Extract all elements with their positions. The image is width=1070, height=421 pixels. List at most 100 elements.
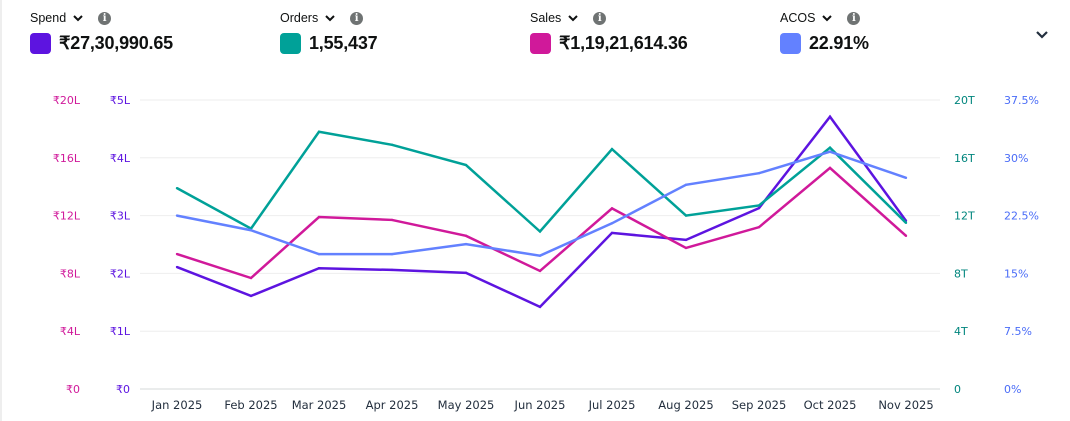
data-point-acos [610, 222, 614, 225]
data-point-acos [464, 242, 468, 246]
axis-tick-sales_left: ₹0 [66, 383, 80, 396]
legend-swatch-acos[interactable] [780, 33, 801, 54]
data-point-sales [175, 252, 179, 256]
data-point-spend [828, 115, 832, 118]
data-point-sales [249, 276, 253, 280]
x-tick-label: Nov 2025 [878, 398, 933, 412]
data-point-spend [249, 294, 253, 298]
data-point-sales [317, 215, 321, 219]
axis-tick-spend_left: ₹2L [110, 267, 131, 280]
x-tick-label: Oct 2025 [804, 398, 857, 412]
data-point-spend [684, 238, 688, 242]
data-point-sales [390, 218, 394, 222]
axis-tick-spend_left: ₹0 [116, 383, 130, 396]
axis-tick-orders_right: 0 [954, 383, 961, 396]
data-point-acos [757, 172, 761, 175]
metric-value: 22.91% [809, 33, 869, 53]
axis-tick-acos_right: 37.5% [1004, 94, 1039, 107]
series-line-spend [176, 114, 908, 309]
metric-label: Spend [30, 11, 67, 25]
x-tick-label: Jul 2025 [588, 398, 636, 412]
metric-value: 1,55,437 [309, 33, 378, 53]
data-point-orders [464, 163, 468, 167]
data-point-orders [538, 230, 542, 233]
data-point-spend [317, 266, 321, 270]
data-point-orders [684, 214, 688, 217]
x-tick-label: Sep 2025 [732, 398, 787, 412]
axis-tick-acos_right: 15% [1004, 267, 1028, 280]
data-point-orders [757, 204, 761, 207]
data-point-spend [175, 265, 179, 269]
axis-tick-sales_left: ₹12L [53, 210, 81, 223]
x-tick-label: May 2025 [438, 398, 495, 412]
data-point-orders [175, 186, 179, 190]
data-point-spend [390, 268, 394, 272]
metric-orders[interactable]: Orders i 1,55,437 [280, 9, 378, 54]
axis-tick-spend_left: ₹3L [110, 210, 131, 223]
info-icon[interactable]: i [593, 11, 607, 25]
metric-value: ₹1,19,21,614.36 [559, 33, 688, 53]
legend-swatch-sales[interactable] [530, 33, 551, 54]
x-tick-label: Feb 2025 [224, 398, 277, 412]
data-point-acos [249, 229, 253, 232]
x-tick-label: Jun 2025 [514, 398, 566, 412]
series-line-orders [176, 130, 907, 234]
data-point-orders [610, 147, 614, 151]
axis-tick-sales_left: ₹16L [53, 152, 81, 165]
metric-sales[interactable]: Sales i ₹1,19,21,614.36 [530, 9, 688, 54]
data-point-orders [904, 221, 908, 225]
expand-chevron-down-icon[interactable] [1034, 28, 1050, 42]
axis-tick-orders_right: 16T [954, 152, 975, 165]
axis-tick-sales_left: ₹4L [60, 325, 81, 338]
chevron-down-icon[interactable] [324, 12, 336, 24]
axis-tick-spend_left: ₹1L [110, 325, 131, 338]
metric-value: ₹27,30,990.65 [59, 33, 173, 53]
data-point-acos [904, 176, 908, 180]
info-icon[interactable]: i [350, 11, 364, 25]
chevron-down-icon[interactable] [72, 12, 84, 24]
data-point-sales [684, 246, 688, 250]
axis-tick-sales_left: ₹20L [53, 94, 81, 107]
axis-tick-acos_right: 22.5% [1004, 210, 1039, 223]
data-point-sales [828, 166, 832, 170]
axis-tick-sales_left: ₹8L [60, 267, 81, 280]
axis-tick-acos_right: 30% [1004, 152, 1028, 165]
axis-tick-spend_left: ₹4L [110, 152, 131, 165]
data-point-acos [538, 254, 542, 257]
data-point-acos [317, 252, 321, 256]
data-point-orders [317, 130, 321, 133]
data-point-sales [757, 225, 761, 229]
chevron-down-icon[interactable] [567, 12, 579, 24]
axis-tick-spend_left: ₹5L [110, 94, 131, 107]
legend-swatch-orders[interactable] [280, 33, 301, 54]
data-point-spend [757, 206, 761, 210]
metric-label: ACOS [780, 11, 816, 25]
data-point-spend [610, 231, 614, 235]
data-point-spend [538, 305, 542, 309]
data-point-spend [464, 271, 468, 275]
metric-label: Sales [530, 11, 562, 25]
data-point-orders [828, 146, 832, 149]
axis-tick-orders_right: 12T [954, 210, 975, 223]
axis-tick-orders_right: 4T [954, 325, 968, 338]
legend-swatch-spend[interactable] [30, 33, 51, 54]
data-point-sales [904, 234, 908, 238]
data-point-acos [390, 252, 394, 256]
axis-tick-orders_right: 8T [954, 267, 968, 280]
axis-tick-acos_right: 0% [1004, 383, 1021, 396]
x-tick-label: Jan 2025 [151, 398, 203, 412]
info-icon[interactable]: i [98, 11, 112, 25]
data-point-sales [464, 234, 468, 238]
axis-tick-acos_right: 7.5% [1004, 325, 1032, 338]
chevron-down-icon[interactable] [821, 12, 833, 24]
x-tick-label: Apr 2025 [366, 398, 419, 412]
data-point-acos [175, 214, 179, 217]
metric-acos[interactable]: ACOS i 22.91% [780, 9, 869, 54]
data-point-orders [390, 143, 394, 146]
panel-border [0, 0, 2, 421]
metric-label: Orders [280, 11, 319, 25]
x-tick-label: Aug 2025 [658, 398, 713, 412]
metric-spend[interactable]: Spend i ₹27,30,990.65 [30, 9, 173, 54]
info-icon[interactable]: i [847, 11, 861, 25]
